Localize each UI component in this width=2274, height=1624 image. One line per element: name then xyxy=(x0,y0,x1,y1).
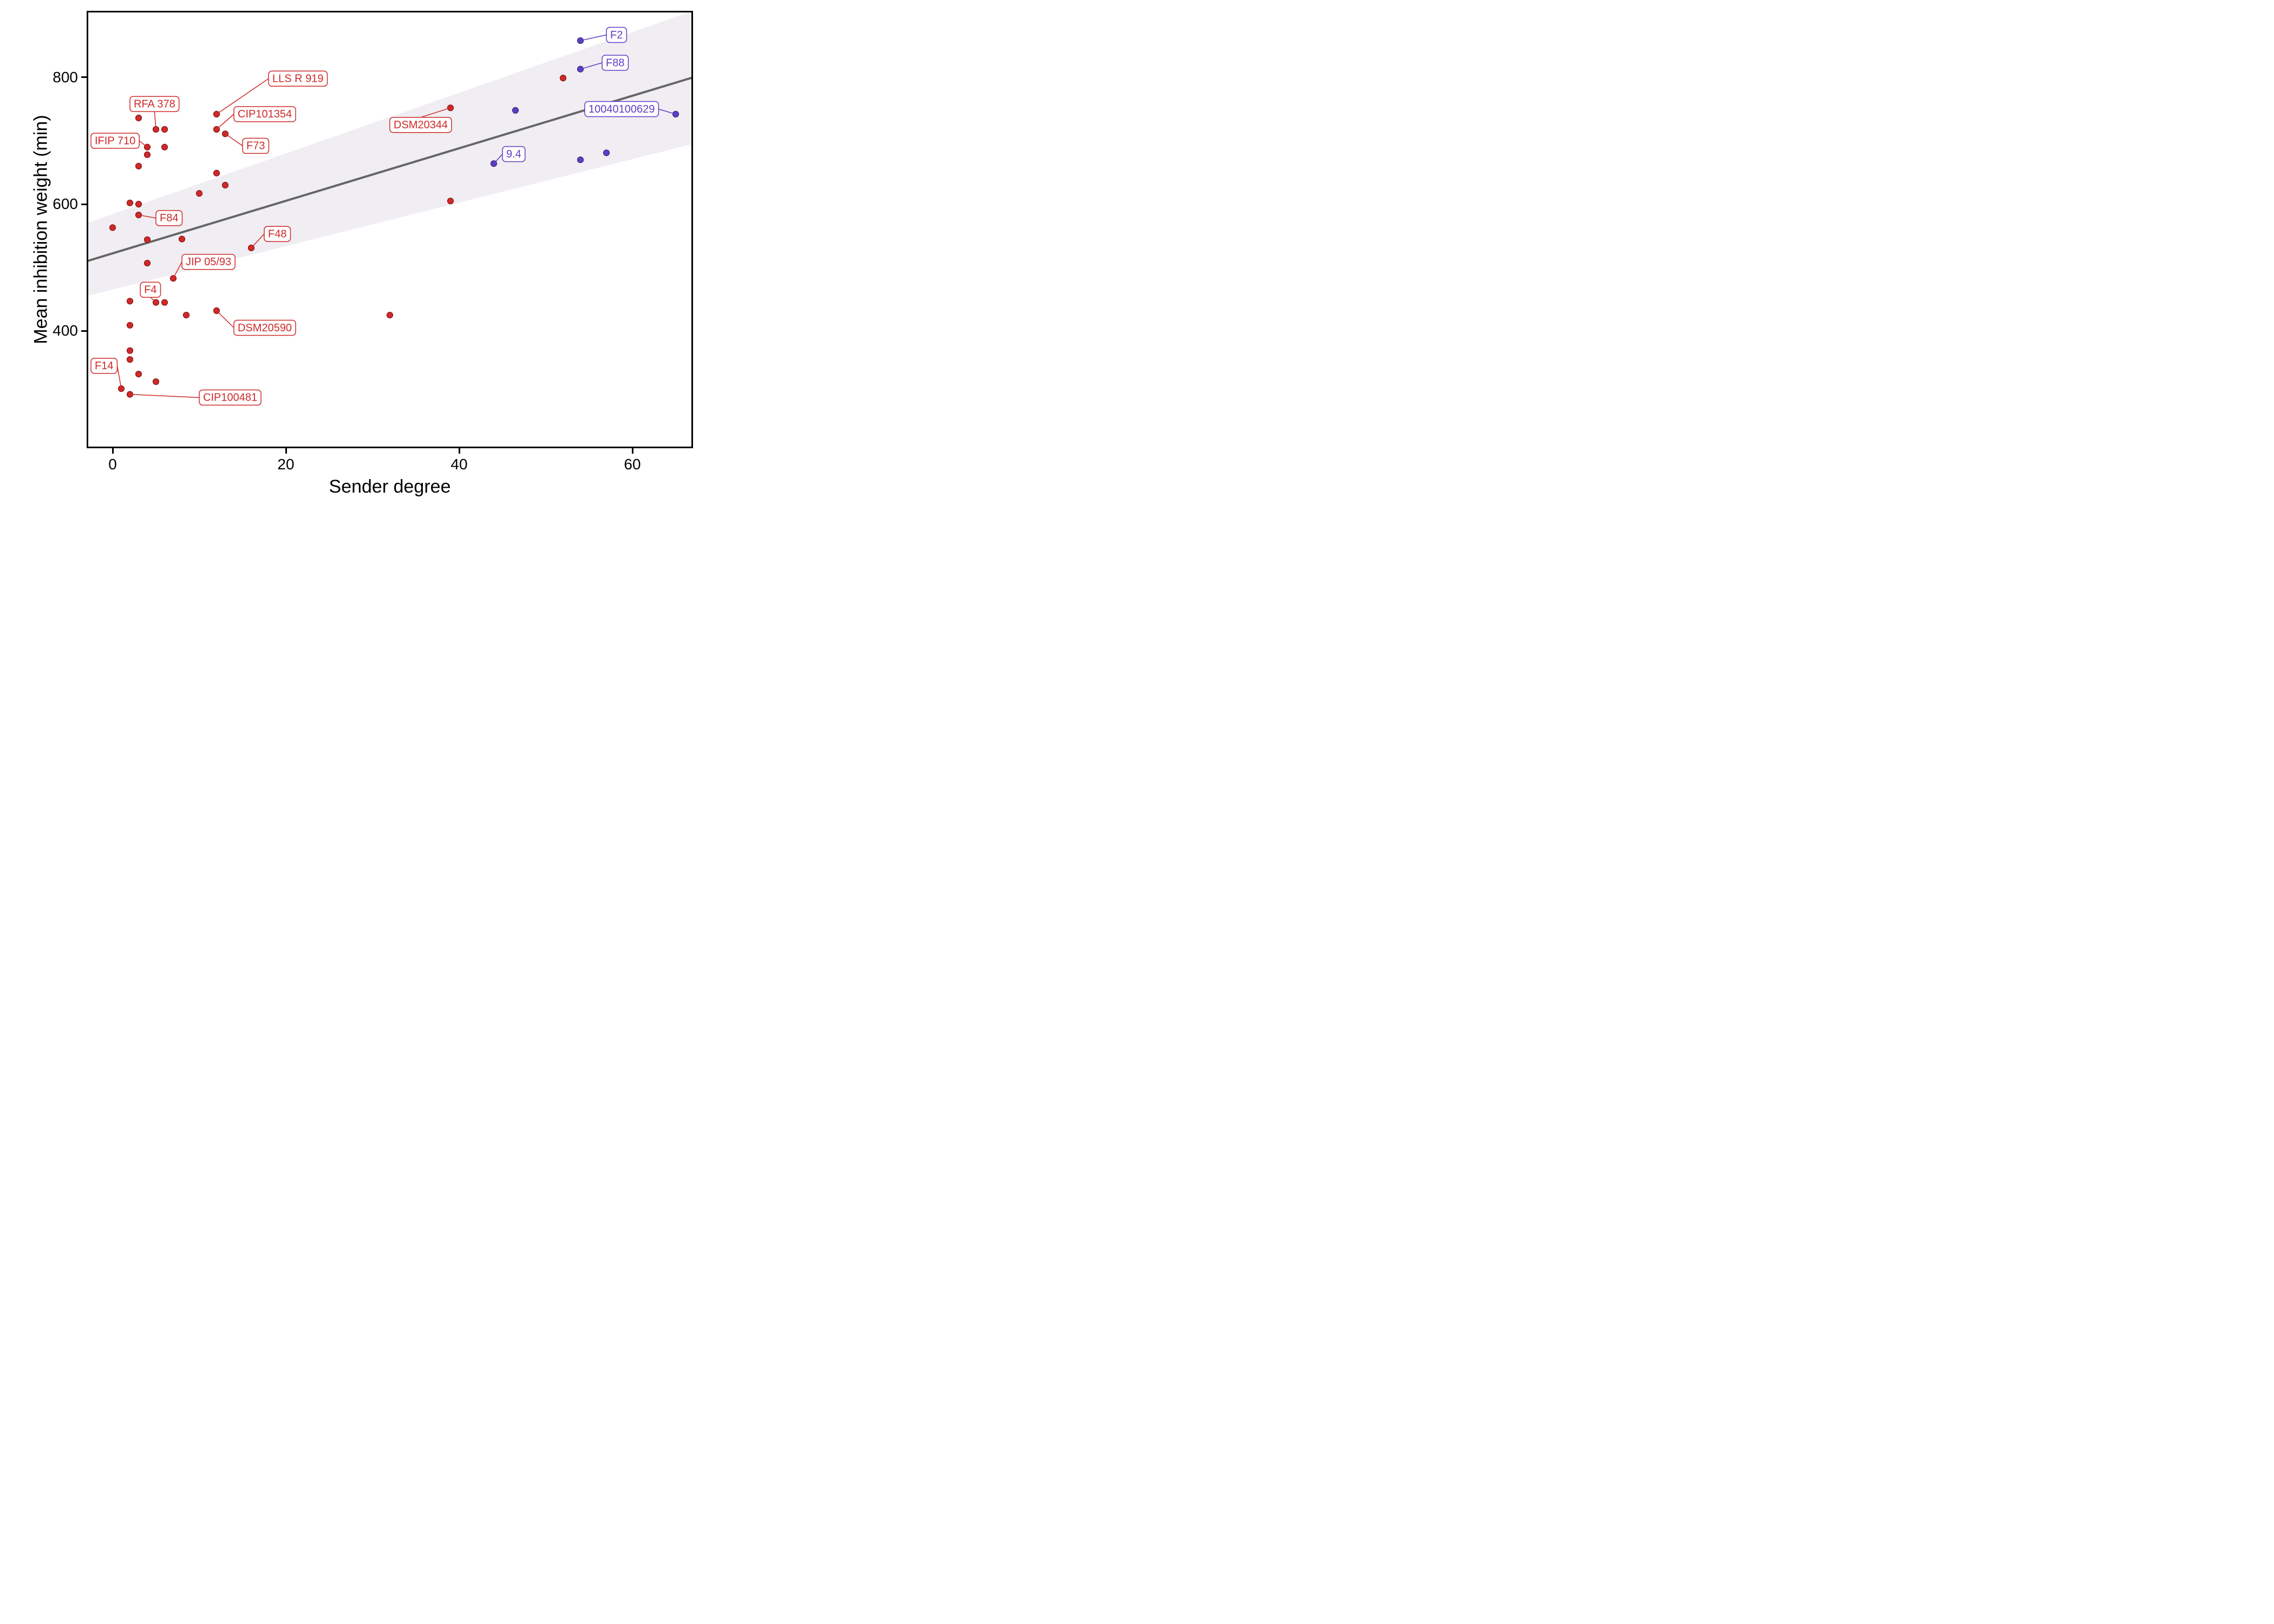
callout-text: DSM20344 xyxy=(394,119,448,131)
callout-text: F73 xyxy=(246,140,265,152)
x-tick-mark xyxy=(112,448,114,454)
callout-leader xyxy=(139,141,147,147)
data-point xyxy=(127,200,133,206)
callout-text: IFIP 710 xyxy=(95,135,135,147)
plot-svg: F2 F88 DSM20344 10040100629 LLS R 919 RFA 378… xyxy=(0,0,704,502)
data-point xyxy=(448,198,454,204)
data-point xyxy=(127,348,133,353)
callout-text: F48 xyxy=(268,228,286,240)
callout-leader xyxy=(130,394,199,397)
callout-leader xyxy=(217,114,234,129)
data-point xyxy=(127,298,133,304)
callout-leader xyxy=(217,311,234,328)
y-tick-mark xyxy=(81,76,87,78)
data-point xyxy=(578,157,584,163)
x-tick-mark xyxy=(459,448,460,454)
data-point xyxy=(604,150,610,156)
data-point xyxy=(162,299,168,305)
callout-text: CIP100481 xyxy=(203,392,257,404)
data-point xyxy=(162,126,168,132)
data-point xyxy=(162,144,168,150)
data-point xyxy=(127,357,133,363)
data-point xyxy=(145,237,151,243)
callout-leader xyxy=(225,134,243,146)
callout-text: F2 xyxy=(610,29,623,41)
data-point xyxy=(136,201,142,207)
y-tick-label: 400 xyxy=(53,322,78,339)
data-point xyxy=(145,152,151,158)
data-point xyxy=(110,225,116,231)
data-point xyxy=(136,371,142,377)
data-point xyxy=(560,75,566,81)
y-tick-mark xyxy=(81,330,87,332)
y-tick-label: 600 xyxy=(53,195,78,213)
x-tick-mark xyxy=(632,448,633,454)
data-point xyxy=(145,260,151,266)
callout-text: F88 xyxy=(606,57,624,69)
y-tick-mark xyxy=(81,204,87,205)
x-axis-label: Sender degree xyxy=(329,476,451,497)
x-tick-mark xyxy=(285,448,287,454)
data-point xyxy=(197,191,202,197)
callout-leader xyxy=(117,366,121,389)
callout-text: F14 xyxy=(95,360,113,372)
x-tick-label: 0 xyxy=(108,456,117,473)
data-point xyxy=(223,182,228,188)
callout-text: F84 xyxy=(160,212,178,224)
data-point xyxy=(214,170,220,176)
data-point xyxy=(136,163,142,169)
callout-text: 9.4 xyxy=(506,148,521,160)
data-point xyxy=(153,379,159,385)
callout-text: RFA 378 xyxy=(134,98,175,110)
data-point xyxy=(578,66,584,72)
data-point xyxy=(513,107,519,113)
data-point xyxy=(387,312,393,318)
callout-text: DSM20590 xyxy=(238,322,292,334)
data-point xyxy=(127,322,133,328)
data-point xyxy=(136,115,142,121)
data-point xyxy=(179,236,185,242)
chart-frame: F2 F88 DSM20344 10040100629 LLS R 919 RFA 378… xyxy=(0,0,704,502)
x-tick-label: 40 xyxy=(450,456,467,473)
regression-ci xyxy=(87,11,693,296)
x-tick-label: 20 xyxy=(277,456,294,473)
callout-text: F4 xyxy=(144,284,156,296)
callout-leader xyxy=(580,35,606,41)
callout-text: CIP101354 xyxy=(238,108,292,120)
data-point xyxy=(184,312,190,318)
y-tick-label: 800 xyxy=(53,69,78,86)
x-tick-label: 60 xyxy=(624,456,641,473)
callout-text: LLS R 919 xyxy=(272,73,324,85)
callout-text: 10040100629 xyxy=(589,103,655,115)
callout-text: JIP 05/93 xyxy=(186,256,231,268)
y-axis-label: Mean inhibition weight (min) xyxy=(31,115,52,344)
